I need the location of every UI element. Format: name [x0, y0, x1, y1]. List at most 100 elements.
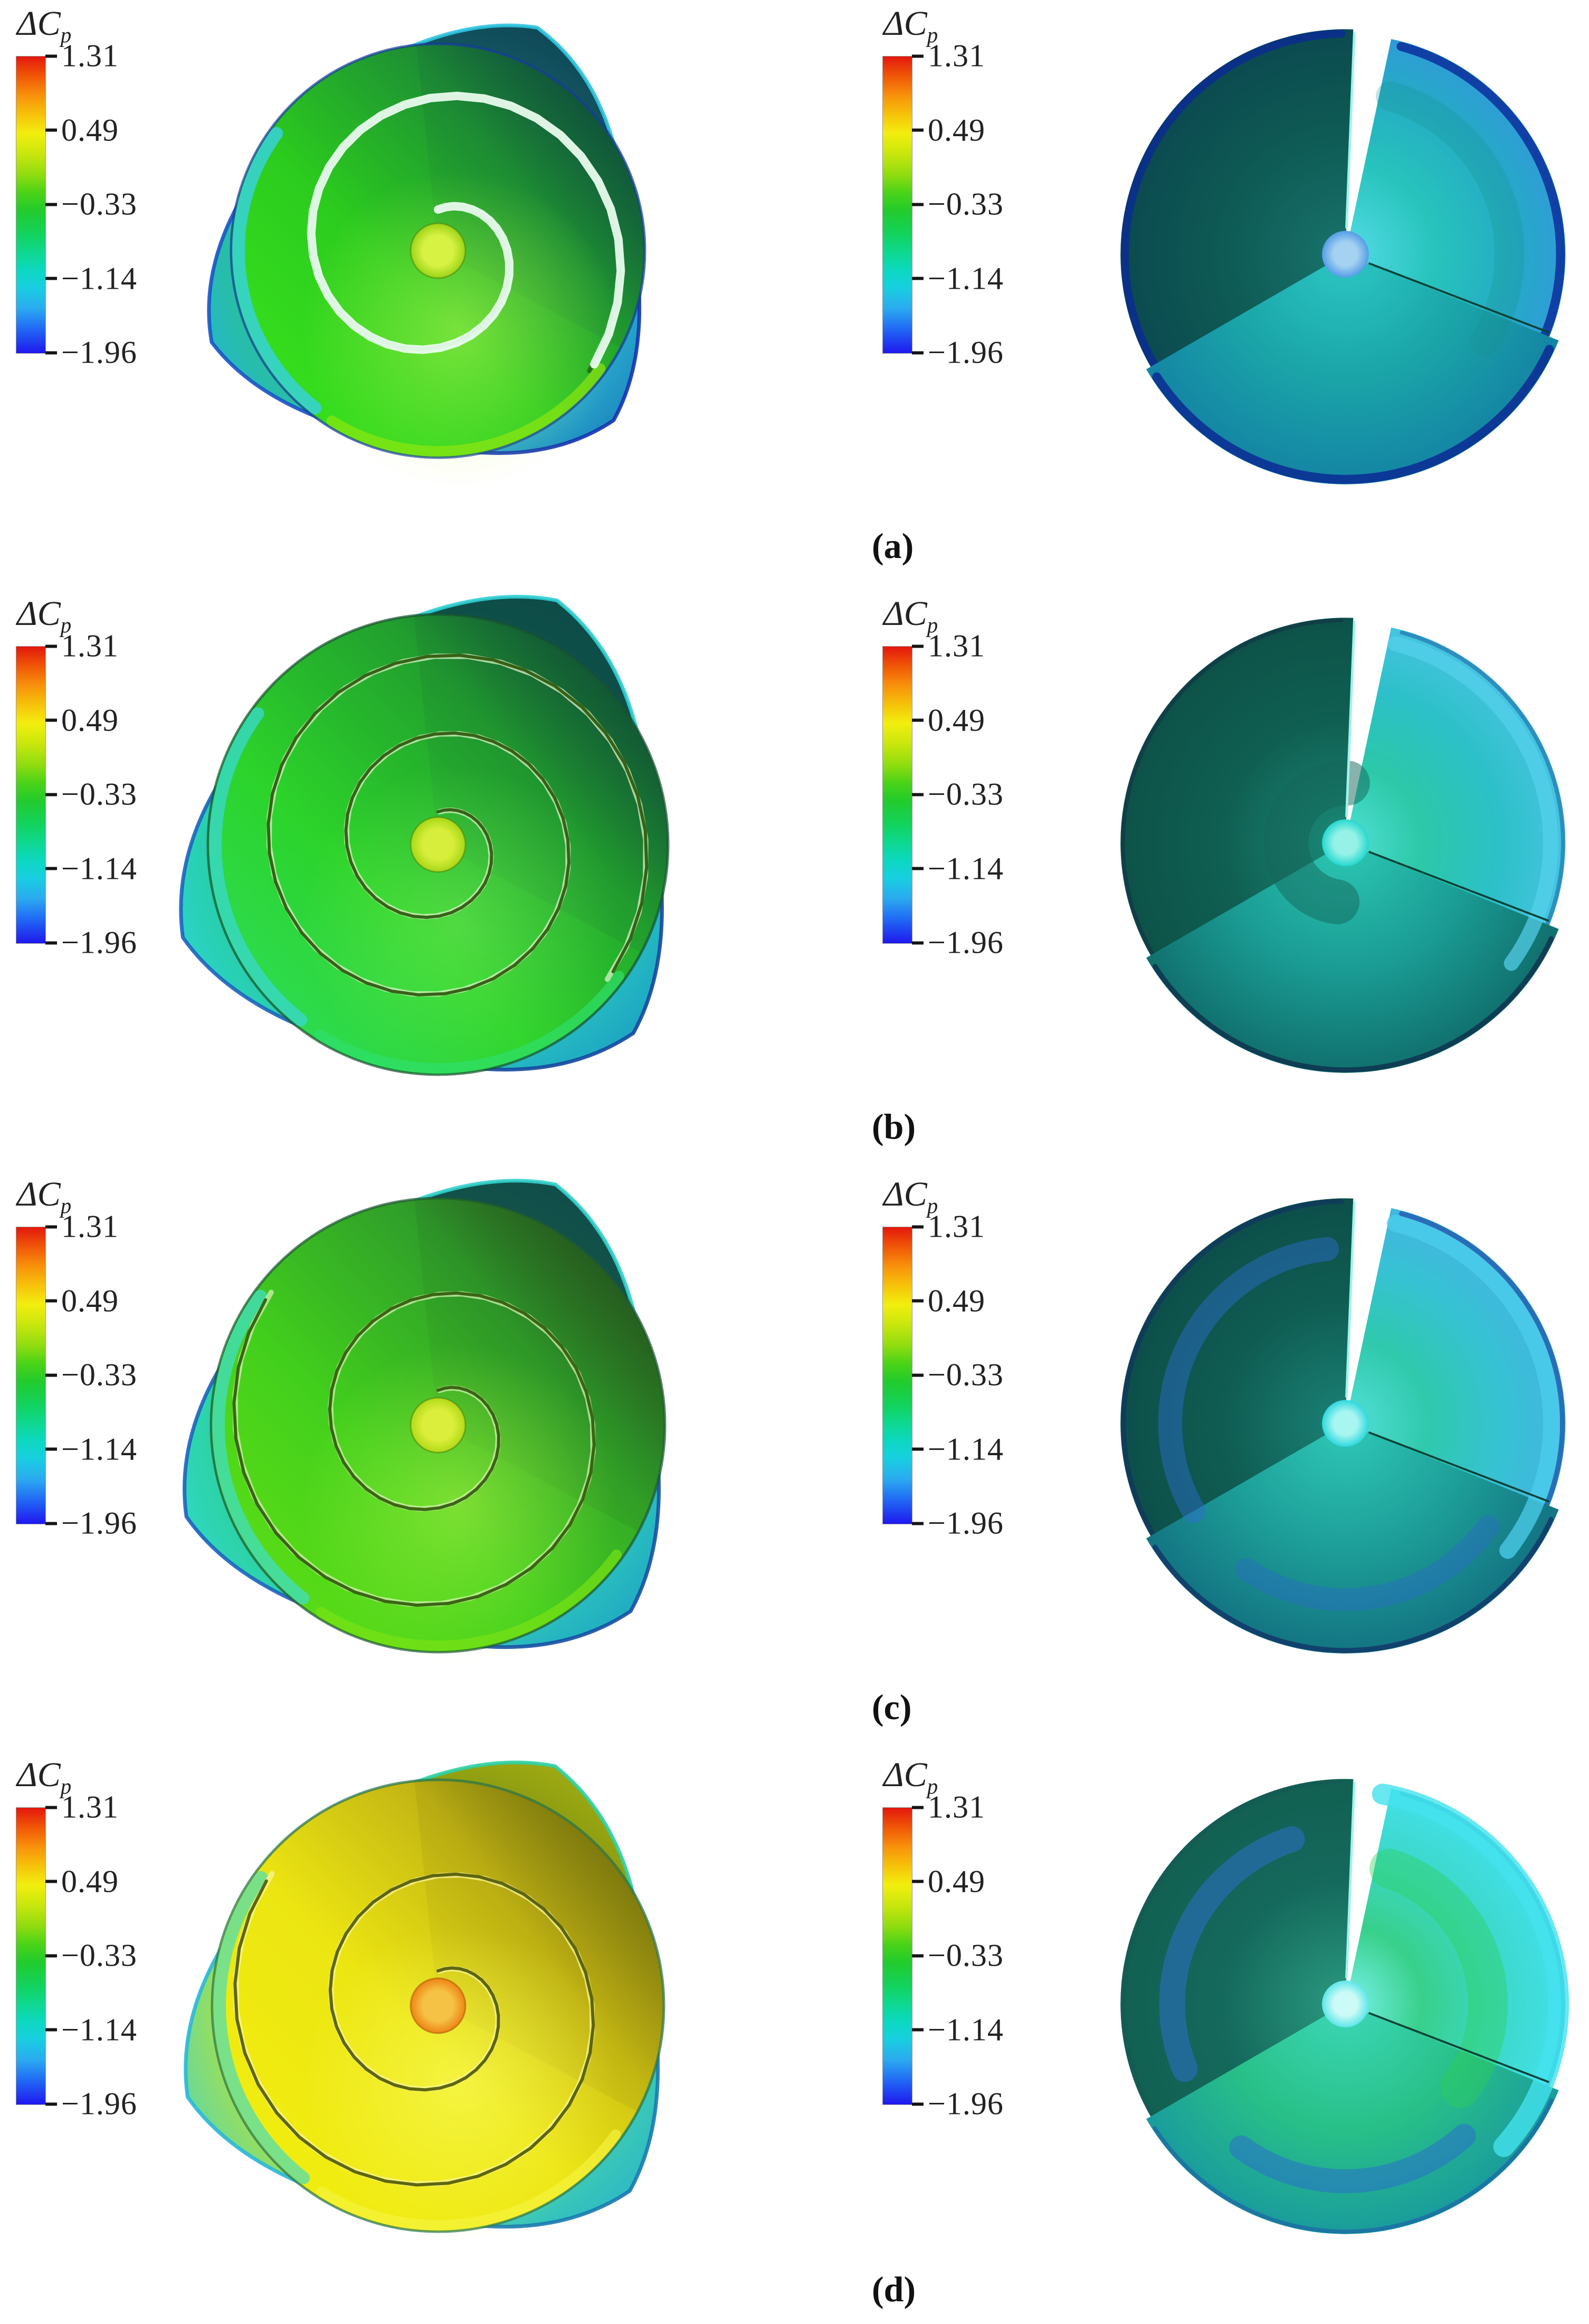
tick-mark	[912, 351, 924, 355]
colorbar-ticks: 1.31 0.49 −0.33 −1.14 −1.96	[912, 1790, 1039, 2121]
tick-label: −0.33	[928, 776, 1004, 812]
tick-label: 1.31	[928, 1789, 985, 1825]
colorbar-a-right: ΔCp 1.31 0.49 −0.33 −1.14 −1.96	[882, 4, 1041, 370]
tick-mark	[912, 203, 924, 206]
tick-label: −1.14	[928, 2012, 1004, 2047]
tick-label: −1.96	[61, 1505, 137, 1541]
tick-label: −1.96	[928, 1505, 1004, 1541]
tick-mark	[45, 128, 57, 132]
tick-label: 1.31	[61, 1209, 119, 1244]
colorbar-gradient	[16, 646, 46, 944]
tick-label: −1.14	[61, 261, 137, 296]
colorbar-gradient	[882, 646, 912, 944]
propeller-back-view-c	[1120, 1198, 1566, 1654]
tick-mark	[45, 1447, 57, 1451]
figure-row-d: ΔCp 1.31 0.49 −0.33 −1.14 −1.96 ΔCp 1.31…	[0, 1742, 1589, 2324]
tick-mark	[45, 2028, 57, 2032]
colorbar-ticks: 1.31 0.49 −0.33 −1.14 −1.96	[45, 39, 172, 370]
subfigure-label-d: (d)	[872, 2269, 916, 2309]
colorbar-ticks: 1.31 0.49 −0.33 −1.14 −1.96	[912, 39, 1039, 370]
tick-label: −1.96	[61, 335, 137, 370]
tick-mark	[45, 1225, 57, 1229]
tick-mark	[912, 1225, 924, 1229]
tick-label: −0.33	[61, 1357, 137, 1392]
colorbar-b-right: ΔCp 1.31 0.49 −0.33 −1.14 −1.96	[882, 596, 1041, 960]
tick-mark	[912, 2028, 924, 2032]
tick-label: −1.14	[61, 851, 137, 886]
figure-row-b: ΔCp 1.31 0.49 −0.33 −1.14 −1.96 ΔCp 1.31…	[0, 581, 1589, 1161]
colorbar-ticks: 1.31 0.49 −0.33 −1.14 −1.96	[912, 629, 1039, 960]
tick-mark	[45, 2102, 57, 2106]
tick-mark	[45, 277, 57, 280]
tick-label: 1.31	[928, 628, 985, 663]
tick-label: 0.49	[928, 703, 985, 738]
colorbar-title: ΔCp	[17, 1756, 72, 1799]
tick-mark	[45, 644, 57, 648]
tick-mark	[912, 1880, 924, 1883]
tick-mark	[912, 1522, 924, 1525]
tick-mark	[912, 1373, 924, 1377]
subfigure-label-c: (c)	[872, 1687, 912, 1727]
tick-label: −0.33	[928, 186, 1004, 222]
colorbar-b-left: ΔCp 1.31 0.49 −0.33 −1.14 −1.96	[16, 596, 174, 960]
colorbar-a-left: ΔCp 1.31 0.49 −0.33 −1.14 −1.96	[16, 6, 174, 370]
colorbar-c-left: ΔCp 1.31 0.49 −0.33 −1.14 −1.96	[16, 1175, 174, 1541]
tick-mark	[912, 941, 924, 945]
tick-mark	[45, 1373, 57, 1377]
tick-mark	[45, 1299, 57, 1303]
tick-label: −1.96	[928, 925, 1004, 960]
tick-mark	[45, 793, 57, 796]
tick-mark	[912, 793, 924, 796]
tick-mark	[912, 1299, 924, 1303]
tick-mark	[912, 277, 924, 280]
tick-mark	[912, 1806, 924, 1809]
subfigure-label-b: (b)	[872, 1106, 916, 1146]
tick-label: −1.96	[928, 335, 1004, 370]
colorbar-gradient	[16, 1227, 46, 1525]
colorbar-ticks: 1.31 0.49 −0.33 −1.14 −1.96	[912, 1209, 1039, 1541]
tick-label: −1.96	[928, 2086, 1004, 2121]
tick-label: 0.49	[61, 1283, 119, 1318]
tick-label: −1.14	[61, 1431, 137, 1467]
propeller-back-view-a	[1120, 29, 1566, 485]
tick-mark	[45, 941, 57, 945]
tick-mark	[912, 1447, 924, 1451]
tick-label: 0.49	[928, 112, 985, 148]
tick-label: −0.33	[928, 1357, 1004, 1392]
tick-label: 1.31	[61, 1789, 119, 1825]
tick-label: 1.31	[928, 38, 985, 73]
tick-label: 0.49	[928, 1283, 985, 1318]
tick-label: −1.96	[61, 925, 137, 960]
tick-label: 1.31	[928, 1209, 985, 1244]
tick-mark	[45, 718, 57, 722]
tick-mark	[912, 644, 924, 648]
colorbar-gradient	[882, 1227, 912, 1525]
tick-label: −0.33	[61, 186, 137, 222]
colorbar-ticks: 1.31 0.49 −0.33 −1.14 −1.96	[45, 1209, 172, 1541]
colorbar-title: ΔCp	[17, 1175, 72, 1218]
tick-label: 0.49	[928, 1864, 985, 1899]
tick-label: −1.96	[61, 2086, 137, 2121]
colorbar-d-right: ΔCp 1.31 0.49 −0.33 −1.14 −1.96	[882, 1758, 1041, 2121]
tick-mark	[45, 1880, 57, 1883]
colorbar-gradient	[882, 56, 912, 354]
tick-label: −1.14	[928, 261, 1004, 296]
tick-mark	[912, 128, 924, 132]
propeller-front-view-d	[184, 1760, 665, 2243]
tick-label: 0.49	[61, 112, 119, 148]
tick-mark	[912, 718, 924, 722]
figure-row-c: ΔCp 1.31 0.49 −0.33 −1.14 −1.96 ΔCp 1.31…	[0, 1161, 1589, 1742]
tick-mark	[45, 1806, 57, 1809]
propeller-back-view-d	[1120, 1779, 1569, 2234]
tick-mark	[45, 203, 57, 206]
tick-label: 1.31	[61, 628, 119, 663]
propeller-front-view-a	[207, 23, 646, 488]
colorbar-gradient	[16, 56, 46, 354]
tick-label: −1.14	[928, 851, 1004, 886]
colorbar-gradient	[882, 1807, 912, 2105]
tick-label: 0.49	[61, 703, 119, 738]
colorbar-title: ΔCp	[883, 4, 938, 48]
colorbar-ticks: 1.31 0.49 −0.33 −1.14 −1.96	[45, 1790, 172, 2121]
colorbar-title: ΔCp	[883, 1175, 938, 1218]
